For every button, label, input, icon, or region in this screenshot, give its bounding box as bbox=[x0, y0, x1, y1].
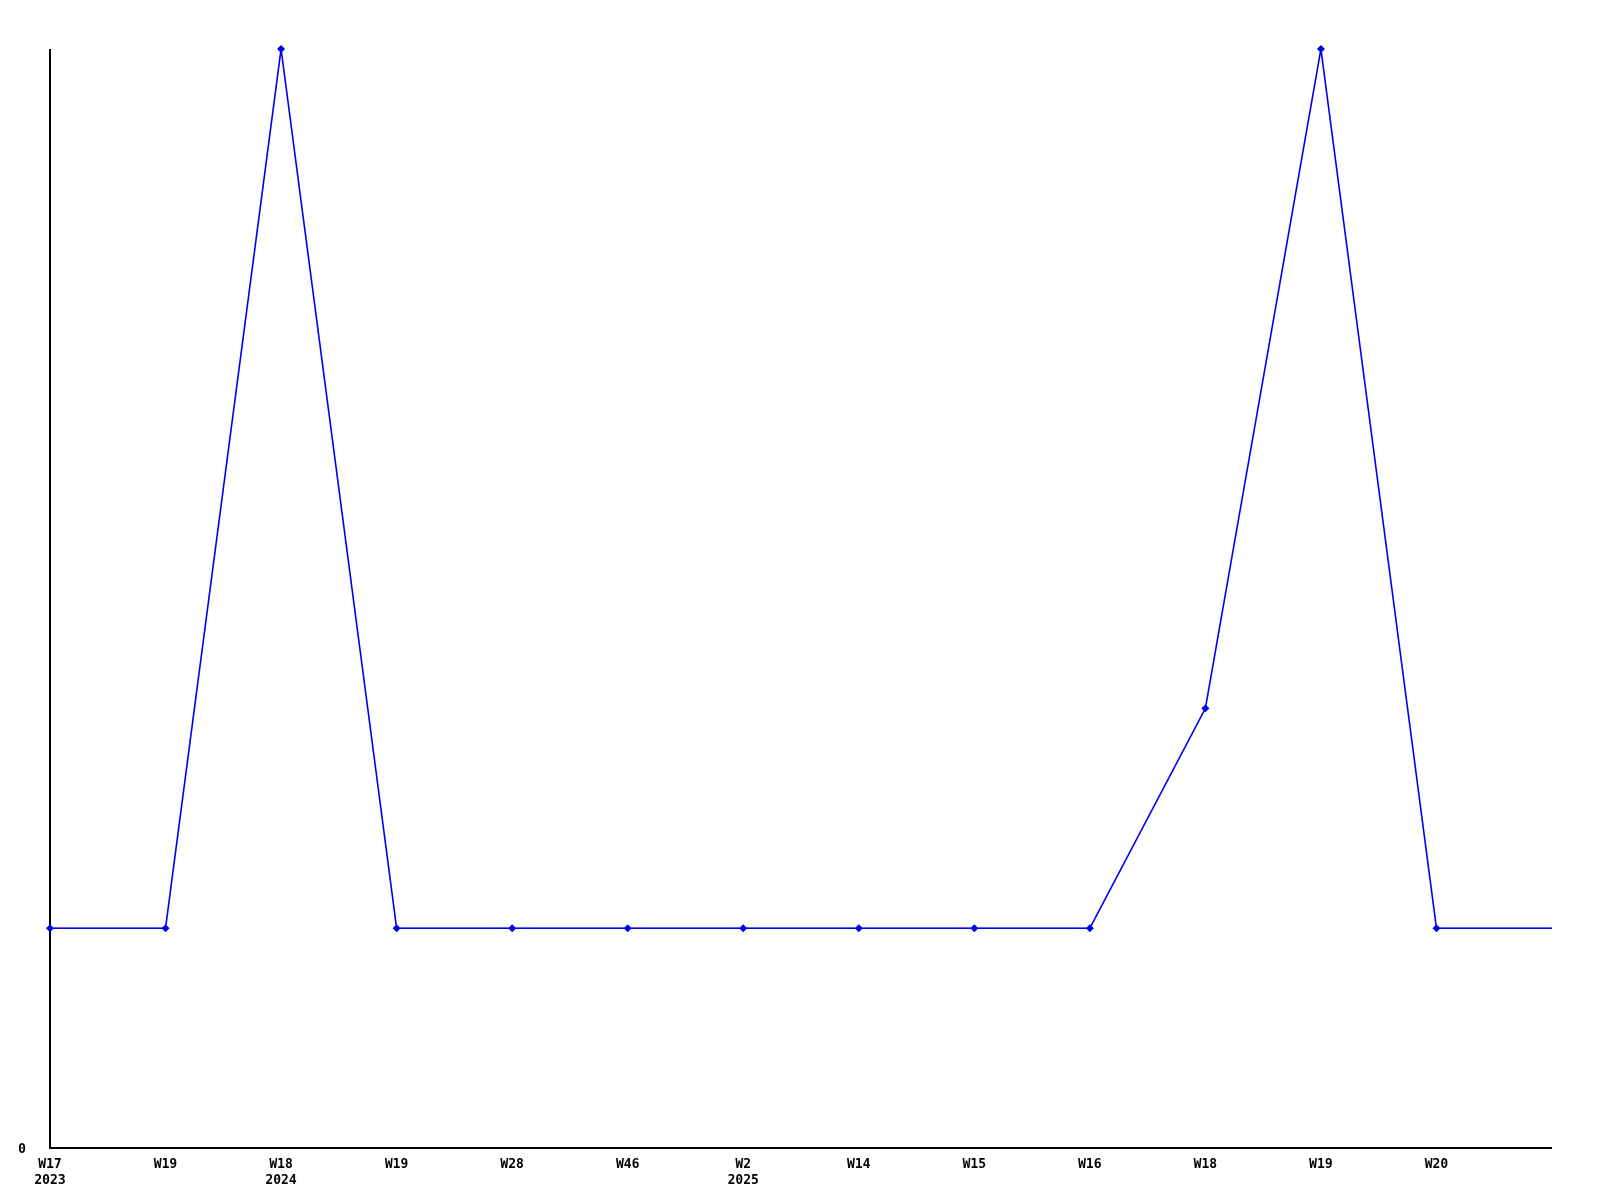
data-point-marker bbox=[508, 924, 517, 933]
x-tick-week-label: W16 bbox=[1078, 1157, 1102, 1172]
data-point-marker bbox=[1201, 704, 1210, 713]
data-point-marker bbox=[161, 924, 170, 933]
y-tick-label: 0 bbox=[18, 1142, 26, 1157]
x-tick-year-label: 2025 bbox=[728, 1173, 759, 1188]
x-tick-week-label: W19 bbox=[385, 1157, 408, 1172]
x-tick-week-label: W14 bbox=[847, 1157, 871, 1172]
x-tick-week-label: W18 bbox=[269, 1157, 293, 1172]
x-tick-year-label: 2023 bbox=[34, 1173, 65, 1188]
x-tick-year-label: 2024 bbox=[265, 1173, 296, 1188]
data-point-marker bbox=[739, 924, 748, 933]
data-point-marker bbox=[1432, 924, 1441, 933]
x-tick-week-label: W46 bbox=[616, 1157, 640, 1172]
data-point-marker bbox=[1316, 45, 1325, 53]
x-tick-week-label: W19 bbox=[154, 1157, 177, 1172]
x-tick-week-label: W2 bbox=[735, 1157, 751, 1172]
data-point-marker bbox=[392, 924, 401, 933]
data-line bbox=[50, 48, 1552, 930]
x-tick-week-label: W17 bbox=[38, 1157, 61, 1172]
data-point-marker bbox=[623, 924, 632, 933]
data-point-marker bbox=[970, 924, 979, 933]
data-point-marker bbox=[46, 924, 54, 933]
data-point-marker bbox=[854, 924, 863, 933]
x-tick-week-label: W20 bbox=[1425, 1157, 1449, 1172]
x-tick-week-label: W19 bbox=[1309, 1157, 1332, 1172]
data-point-marker bbox=[277, 45, 286, 53]
x-tick-week-label: W28 bbox=[500, 1157, 524, 1172]
x-tick-week-label: W15 bbox=[963, 1157, 986, 1172]
data-point-marker bbox=[1085, 924, 1094, 933]
x-tick-week-label: W18 bbox=[1194, 1157, 1218, 1172]
